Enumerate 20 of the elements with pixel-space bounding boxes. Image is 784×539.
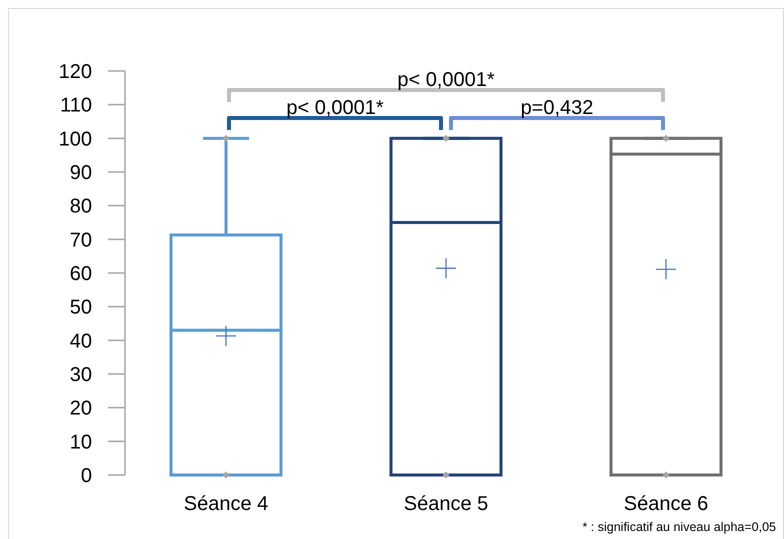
y-tick-label: 50 [70,296,92,319]
annotation: p=0,432 [520,97,594,119]
y-tick-label: 0 [80,465,92,487]
y-tick-label: 40 [70,330,92,352]
annotation: p< 0,0001* [397,69,495,91]
y-tick-label: 90 [70,162,92,184]
y-tick-label: 10 [70,431,92,454]
y-tick-label: 60 [70,263,92,285]
y-tick-label: 120 [58,61,92,83]
y-tick-label: 100 [58,128,92,150]
y-tick-label: 110 [60,94,92,117]
annotation: p< 0,0001* [286,97,384,119]
x-tick-label: Séance 5 [404,493,488,515]
y-tick-label: 30 [70,364,92,386]
x-tick-label: Séance 6 [624,493,708,515]
y-tick-label: 70 [70,229,92,252]
text: * : significatif au niveau alpha=0,05 [582,520,776,534]
y-tick-label: 80 [70,196,92,218]
y-tick-label: 20 [70,398,92,420]
x-tick-label: Séance 4 [184,493,268,515]
